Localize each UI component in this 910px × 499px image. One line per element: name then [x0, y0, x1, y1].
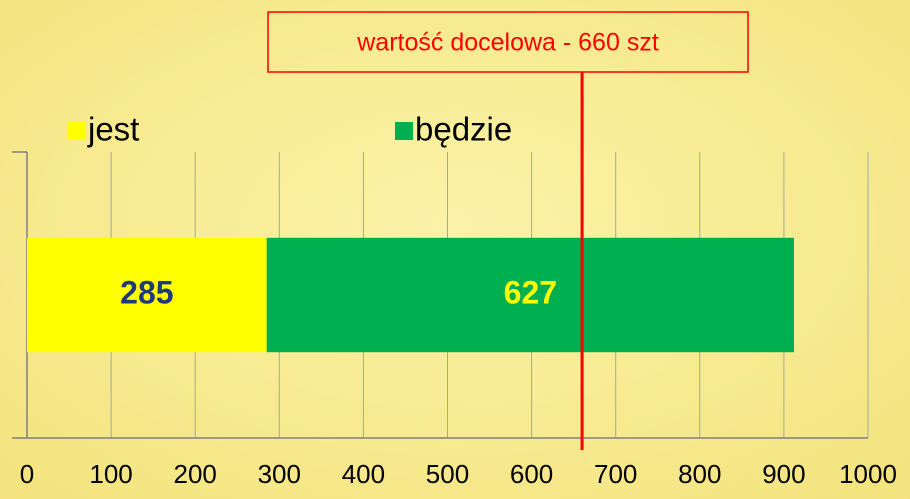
- x-tick-label: 900: [762, 459, 805, 489]
- x-tick-label: 700: [594, 459, 637, 489]
- x-tick-label: 100: [89, 459, 132, 489]
- bar-segment: [266, 237, 794, 353]
- legend-label: jest: [87, 111, 139, 148]
- data-label: 285: [120, 274, 173, 310]
- annotation-box: [267, 11, 749, 73]
- annotation-text: wartość docelowa - 660 szt: [356, 29, 659, 57]
- x-tick-label: 300: [258, 459, 301, 489]
- legend-swatch: [395, 122, 413, 140]
- x-tick-label: 600: [510, 459, 553, 489]
- x-tick-label: 200: [174, 459, 217, 489]
- x-tick-label: 1000: [839, 459, 897, 489]
- data-label: 627: [504, 274, 557, 310]
- x-tick-label: 400: [342, 459, 385, 489]
- x-tick-label: 500: [426, 459, 469, 489]
- x-tick-label: 0: [20, 459, 34, 489]
- legend-label: będzie: [415, 111, 512, 148]
- bar-segment: [27, 237, 267, 353]
- legend-swatch: [68, 122, 86, 140]
- x-tick-label: 800: [678, 459, 721, 489]
